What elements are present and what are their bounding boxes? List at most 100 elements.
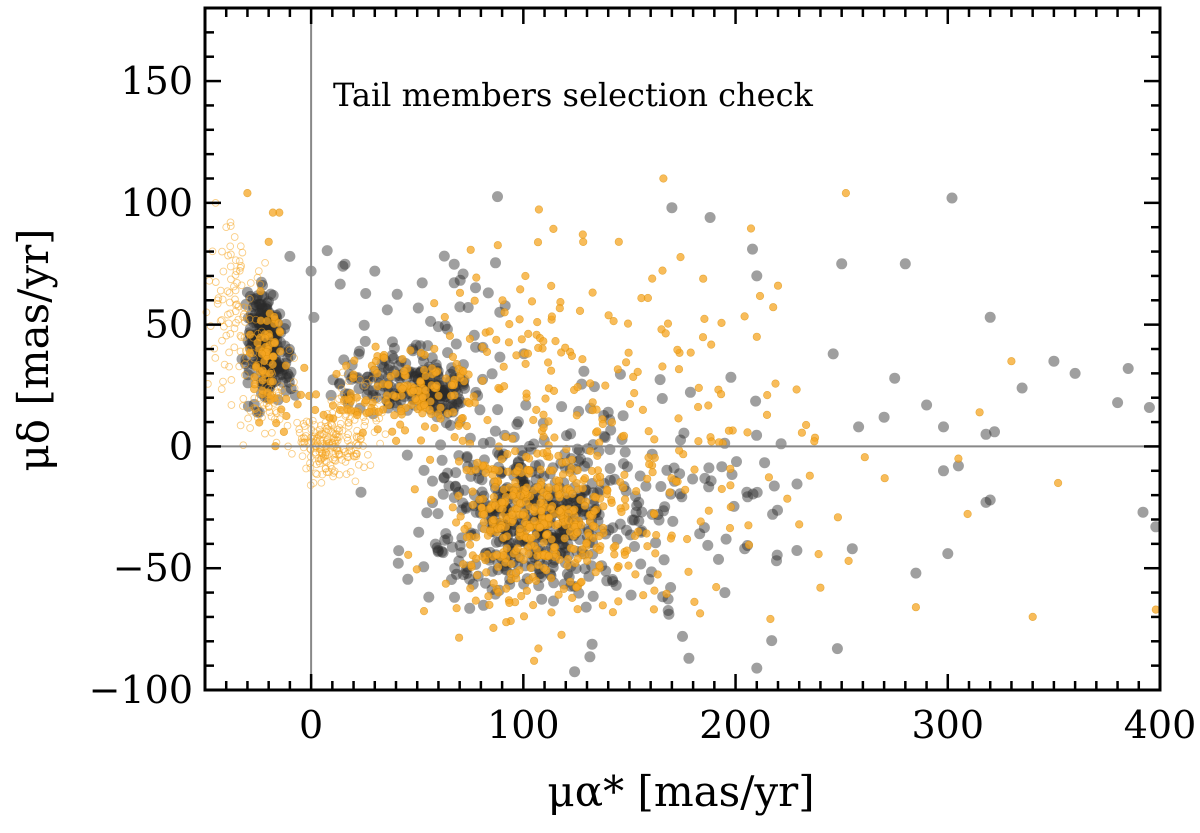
data-point xyxy=(598,430,610,442)
data-point xyxy=(265,288,277,300)
data-point xyxy=(462,533,472,542)
data-point xyxy=(744,540,754,550)
data-point xyxy=(275,327,284,336)
data-point xyxy=(555,506,564,515)
data-point xyxy=(460,377,469,386)
data-point xyxy=(814,549,823,559)
data-point xyxy=(243,189,252,198)
data-point xyxy=(250,354,258,363)
data-point xyxy=(268,391,277,400)
data-point xyxy=(675,434,686,446)
data-point xyxy=(466,584,475,593)
data-point xyxy=(643,573,655,585)
data-point xyxy=(491,483,500,492)
data-point xyxy=(344,377,353,386)
data-point xyxy=(707,340,716,349)
data-point xyxy=(816,583,825,592)
data-point xyxy=(769,303,778,312)
data-point xyxy=(478,376,487,385)
data-point xyxy=(836,258,848,270)
data-point xyxy=(237,262,245,270)
data-point xyxy=(650,537,662,549)
data-point xyxy=(519,612,529,621)
data-point xyxy=(220,360,229,369)
data-point xyxy=(719,587,731,599)
data-point xyxy=(311,405,320,415)
data-point xyxy=(650,510,659,519)
data-point xyxy=(364,450,372,459)
data-point xyxy=(533,318,542,327)
data-point xyxy=(251,405,260,413)
data-point xyxy=(213,296,222,305)
data-point xyxy=(432,545,444,556)
data-point xyxy=(630,389,639,398)
y-axis-label: μδ [mas/yr] xyxy=(9,228,58,471)
data-point xyxy=(315,431,323,440)
data-point xyxy=(810,437,819,446)
data-point xyxy=(658,266,667,275)
data-point xyxy=(313,470,321,479)
data-point xyxy=(938,465,949,477)
data-point xyxy=(406,346,415,355)
data-point xyxy=(621,524,632,536)
data-point xyxy=(297,434,306,443)
data-point xyxy=(354,460,363,469)
data-point xyxy=(792,385,801,394)
data-point xyxy=(494,383,503,393)
data-point xyxy=(650,586,659,595)
data-point xyxy=(257,327,266,336)
data-point xyxy=(427,495,436,505)
data-point xyxy=(450,480,461,492)
data-point xyxy=(598,419,607,429)
data-point xyxy=(353,348,365,360)
data-point xyxy=(246,349,255,358)
data-point xyxy=(439,320,451,332)
data-point xyxy=(400,426,410,435)
data-point xyxy=(474,404,486,416)
data-point xyxy=(436,454,448,466)
data-point xyxy=(329,434,338,442)
data-point xyxy=(549,543,559,552)
data-point xyxy=(568,593,577,603)
data-point xyxy=(771,379,780,388)
data-point xyxy=(567,351,577,361)
data-point xyxy=(326,419,335,427)
data-point xyxy=(584,550,594,559)
data-point xyxy=(472,533,481,542)
data-point xyxy=(938,421,949,433)
data-point xyxy=(489,425,501,437)
data-point xyxy=(412,302,424,314)
data-point xyxy=(611,541,620,551)
data-point xyxy=(683,652,695,664)
data-point xyxy=(435,439,447,451)
data-point xyxy=(341,412,350,420)
data-point xyxy=(578,484,587,493)
data-point xyxy=(265,357,274,366)
data-point xyxy=(853,421,865,433)
data-point xyxy=(699,472,711,484)
data-point xyxy=(658,505,669,517)
data-point xyxy=(502,618,511,627)
data-point xyxy=(547,608,556,617)
data-point xyxy=(218,247,226,256)
data-point xyxy=(573,445,585,456)
data-point xyxy=(485,600,494,610)
data-point xyxy=(254,298,266,310)
data-point xyxy=(250,293,262,304)
data-point xyxy=(631,570,640,579)
data-point xyxy=(595,561,604,570)
data-point xyxy=(741,486,753,498)
data-point xyxy=(440,312,449,322)
data-point xyxy=(633,496,645,508)
data-point xyxy=(461,451,473,462)
data-point xyxy=(393,545,405,557)
data-point xyxy=(547,561,559,573)
data-point xyxy=(275,415,284,424)
data-point xyxy=(453,450,465,462)
data-point xyxy=(747,243,758,255)
data-point xyxy=(458,569,469,581)
data-point xyxy=(441,400,453,412)
data-point xyxy=(763,391,772,400)
y-tick-label: −50 xyxy=(113,546,193,590)
data-point xyxy=(681,485,690,494)
